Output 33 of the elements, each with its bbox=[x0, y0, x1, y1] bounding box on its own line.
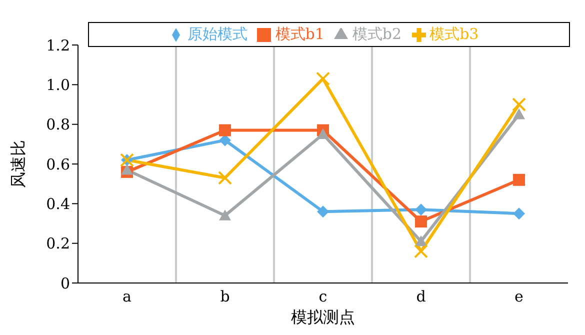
x-axis-title: 模拟测点 bbox=[291, 307, 355, 326]
legend-label: 原始模式 bbox=[187, 25, 248, 43]
legend-label: 模式b1 bbox=[275, 25, 324, 43]
y-tick-label: 0.8 bbox=[46, 116, 70, 134]
point bbox=[415, 235, 427, 246]
point bbox=[415, 204, 427, 216]
point bbox=[121, 164, 133, 175]
y-tick-label: 1.2 bbox=[46, 36, 70, 54]
point bbox=[316, 72, 330, 86]
y-axis-title: 风速比 bbox=[8, 140, 28, 188]
y-tick-label: 1.0 bbox=[46, 76, 70, 94]
point bbox=[218, 170, 232, 185]
point bbox=[317, 128, 329, 140]
x-tick-label: d bbox=[416, 288, 426, 306]
point bbox=[512, 98, 526, 112]
point bbox=[415, 216, 427, 228]
x-tick-label: c bbox=[318, 288, 328, 306]
x-tick-label: a bbox=[122, 288, 132, 306]
legend-label: 模式b2 bbox=[352, 25, 402, 43]
point bbox=[513, 174, 525, 186]
y-tick-label: 0 bbox=[60, 274, 70, 292]
x-tick-label: e bbox=[514, 288, 524, 306]
point bbox=[414, 244, 428, 258]
point bbox=[513, 108, 525, 120]
y-tick-label: 0.2 bbox=[46, 234, 70, 253]
y-tick-label: 0.6 bbox=[46, 155, 70, 174]
point bbox=[219, 210, 231, 220]
point bbox=[317, 206, 329, 218]
point bbox=[219, 124, 231, 136]
y-tick-label: 0.4 bbox=[46, 194, 70, 213]
point bbox=[513, 208, 525, 220]
x-tick-label: b bbox=[220, 288, 230, 306]
legend-label: 模式b3 bbox=[430, 25, 479, 43]
